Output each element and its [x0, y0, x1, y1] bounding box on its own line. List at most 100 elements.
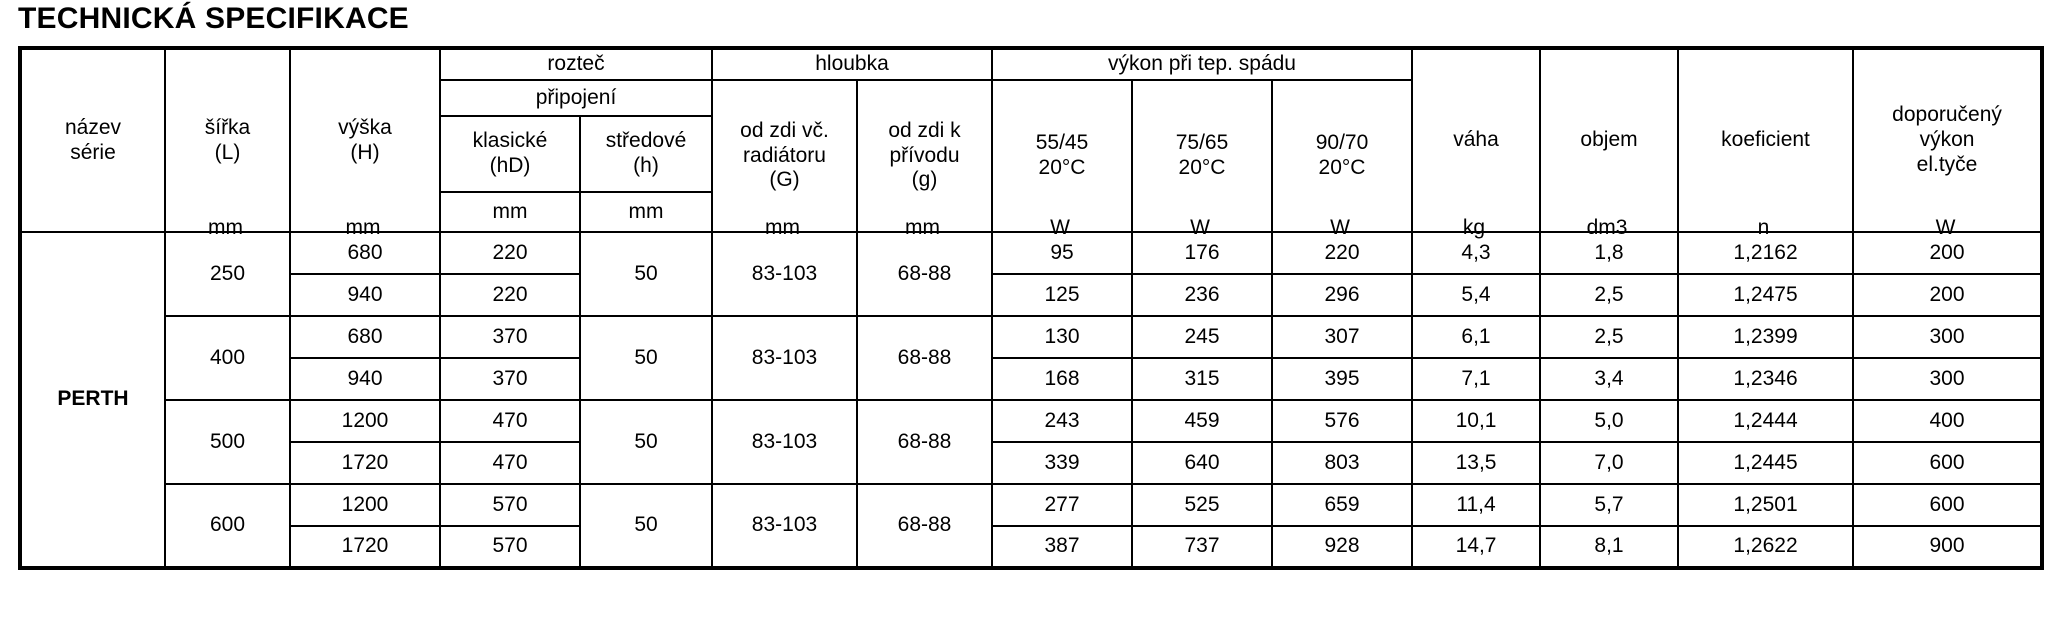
cell-spad-75-65: 525	[1131, 483, 1273, 527]
cell-vaha: 14,7	[1411, 525, 1542, 569]
cell-koeficient: 1,2346	[1677, 357, 1855, 401]
header-doporuceny-vykon: doporučený výkon el.tyče	[1852, 47, 2044, 233]
cell-objem: 5,0	[1539, 399, 1680, 443]
cell-objem: 2,5	[1539, 315, 1680, 359]
cell-stredove: 50	[579, 399, 713, 485]
header-stredove: středové (h)	[579, 115, 713, 193]
header-od-zdi-radiatoru: od zdi vč. radiátoru (G)	[711, 79, 858, 233]
cell-objem: 7,0	[1539, 441, 1680, 485]
header-spad-90-70: 90/70 20°C	[1270, 79, 1414, 233]
header-koeficient: koeficient	[1677, 47, 1855, 233]
table-row: 1720 470 339 640 803 13,5 7,0 1,2445 600	[20, 441, 2044, 485]
cell-doporuceny-vykon: 400	[1852, 399, 2044, 443]
header-vaha: váha	[1411, 47, 1542, 233]
cell-koeficient: 1,2162	[1677, 231, 1855, 275]
cell-vyska: 1720	[289, 525, 441, 569]
cell-od-zdi-privodu: 68-88	[856, 483, 993, 569]
cell-od-zdi-privodu: 68-88	[856, 231, 993, 317]
header-nazev-serie: název série	[19, 47, 166, 233]
cell-vyska: 1200	[289, 483, 441, 527]
cell-vyska: 680	[289, 231, 441, 275]
cell-spad-55-45: 277	[991, 483, 1133, 527]
cell-od-zdi-radiatoru: 83-103	[711, 399, 858, 485]
cell-od-zdi-radiatoru: 83-103	[711, 483, 858, 569]
cell-doporuceny-vykon: 300	[1852, 357, 2044, 401]
cell-vaha: 7,1	[1411, 357, 1542, 401]
cell-objem: 8,1	[1539, 525, 1680, 569]
cell-od-zdi-privodu: 68-88	[856, 399, 993, 485]
cell-spad-90-70: 928	[1270, 525, 1414, 569]
cell-stredove: 50	[579, 483, 713, 569]
header-vykon-pri-spadu: výkon při tep. spádu	[990, 47, 1414, 81]
cell-vyska: 940	[289, 273, 441, 317]
cell-stredove: 50	[579, 231, 713, 317]
header-row-1: název série šířka (L) výška (H) rozteč h…	[19, 47, 2044, 233]
cell-vyska: 1200	[289, 399, 441, 443]
table-row: 600 1200 570 50 83-103 68-88 277 525 659…	[20, 483, 2044, 569]
cell-koeficient: 1,2501	[1677, 483, 1855, 527]
cell-koeficient: 1,2444	[1677, 399, 1855, 443]
header-units-row: mm mm	[20, 191, 2042, 233]
table-row: 1720 570 387 737 928 14,7 8,1 1,2622 900	[20, 525, 2044, 569]
cell-series-name: PERTH	[19, 231, 166, 569]
cell-vaha: 10,1	[1411, 399, 1542, 443]
table-row: PERTH 250 680 220 50 83-103 68-88 95 176…	[19, 231, 2044, 569]
cell-klasicke: 370	[439, 315, 581, 359]
cell-klasicke: 570	[439, 525, 581, 569]
cell-vyska: 680	[289, 315, 441, 359]
cell-klasicke: 220	[439, 231, 581, 275]
cell-vaha: 13,5	[1411, 441, 1542, 485]
cell-spad-90-70: 803	[1270, 441, 1414, 485]
cell-spad-75-65: 640	[1131, 441, 1273, 485]
cell-spad-75-65: 737	[1131, 525, 1273, 569]
cell-spad-55-45: 95	[991, 231, 1133, 275]
unit-stredove: mm	[579, 191, 713, 233]
cell-sirka: 600	[164, 483, 291, 569]
cell-objem: 3,4	[1539, 357, 1680, 401]
header-roztec: rozteč	[439, 47, 713, 81]
cell-koeficient: 1,2475	[1677, 273, 1855, 317]
header-spad-75-65: 75/65 20°C	[1131, 79, 1273, 233]
cell-spad-90-70: 307	[1270, 315, 1414, 359]
cell-vaha: 4,3	[1411, 231, 1542, 275]
cell-spad-75-65: 236	[1131, 273, 1273, 317]
cell-spad-90-70: 576	[1270, 399, 1414, 443]
table-row: 940 220 125 236 296 5,4 2,5 1,2475 200	[20, 273, 2044, 317]
header-spad-55-45: 55/45 20°C	[991, 79, 1133, 233]
table-row: 400 680 370 50 83-103 68-88 130 245 307 …	[20, 315, 2044, 401]
cell-sirka: 250	[164, 231, 291, 317]
cell-spad-55-45: 339	[991, 441, 1133, 485]
header-pripojeni: připojení	[439, 79, 713, 117]
header-vyska: výška (H)	[289, 47, 441, 233]
cell-doporuceny-vykon: 600	[1852, 483, 2044, 527]
cell-vaha: 5,4	[1411, 273, 1542, 317]
page-title: TECHNICKÁ SPECIFIKACE	[18, 2, 409, 35]
cell-klasicke: 470	[439, 399, 581, 443]
header-klasicke: klasické (hD)	[439, 115, 581, 193]
cell-spad-55-45: 130	[991, 315, 1133, 359]
header-od-zdi-privodu: od zdi k přívodu (g)	[856, 79, 993, 233]
cell-spad-90-70: 395	[1270, 357, 1414, 401]
cell-spad-90-70: 659	[1270, 483, 1414, 527]
cell-spad-55-45: 243	[991, 399, 1133, 443]
cell-spad-55-45: 168	[991, 357, 1133, 401]
header-sirka: šířka (L)	[164, 47, 291, 233]
cell-spad-55-45: 387	[991, 525, 1133, 569]
cell-vaha: 6,1	[1411, 315, 1542, 359]
cell-objem: 2,5	[1539, 273, 1680, 317]
cell-stredove: 50	[579, 315, 713, 401]
unit-klasicke: mm	[439, 191, 581, 233]
cell-klasicke: 570	[439, 483, 581, 527]
header-row-2: připojení od zdi vč. radiátoru (G) od zd…	[20, 79, 2042, 233]
cell-koeficient: 1,2445	[1677, 441, 1855, 485]
cell-objem: 1,8	[1539, 231, 1680, 275]
header-objem: objem	[1539, 47, 1680, 233]
cell-vyska: 940	[289, 357, 441, 401]
header-hloubka: hloubka	[711, 47, 993, 81]
cell-sirka: 400	[164, 315, 291, 401]
cell-doporuceny-vykon: 200	[1852, 231, 2044, 275]
cell-doporuceny-vykon: 200	[1852, 273, 2044, 317]
cell-klasicke: 370	[439, 357, 581, 401]
table-row: 500 1200 470 50 83-103 68-88 243 459 576…	[20, 399, 2044, 485]
